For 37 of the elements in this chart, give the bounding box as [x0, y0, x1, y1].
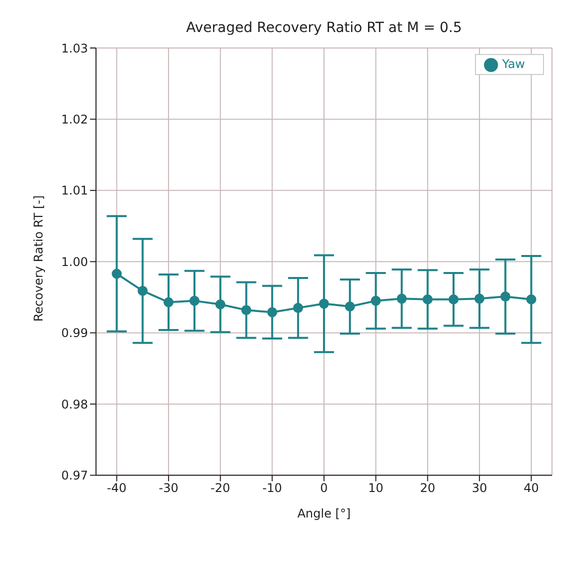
point — [500, 292, 510, 302]
point — [370, 296, 381, 306]
x-tick-label: -10 — [262, 480, 282, 495]
legend-label: Yaw — [502, 57, 525, 71]
x-tick-label: 10 — [368, 480, 384, 495]
point — [138, 286, 148, 296]
x-tick-label: 30 — [472, 480, 488, 495]
y-tick-label: 1.03 — [61, 41, 88, 56]
x-tick-label: -30 — [158, 480, 178, 495]
point — [422, 294, 433, 304]
y-tick-label: 0.98 — [61, 397, 88, 412]
x-axis-title: Angle [°] — [297, 506, 351, 520]
point — [319, 298, 329, 309]
y-tick-label: 1.01 — [61, 184, 88, 198]
point — [189, 296, 200, 306]
point — [164, 297, 174, 308]
y-tick-label: 0.99 — [61, 326, 88, 340]
point — [215, 299, 226, 310]
point — [267, 307, 278, 318]
x-tick-label: 40 — [524, 480, 539, 495]
point — [293, 302, 304, 313]
y-tick-label: 1.02 — [61, 112, 88, 126]
point — [448, 294, 459, 304]
point — [474, 294, 484, 304]
point — [344, 302, 355, 312]
point — [241, 305, 252, 316]
x-tick-label: 0 — [320, 480, 328, 495]
point — [396, 294, 407, 304]
y-axis-title: Recovery Ratio RT [-] — [31, 195, 46, 322]
x-tick-label: 20 — [420, 480, 436, 495]
point — [526, 294, 536, 304]
x-tick-label: -40 — [106, 480, 127, 495]
y-tick-label: 1.00 — [61, 254, 88, 269]
chart-title: Averaged Recovery Ratio RT at M = 0.5 — [185, 20, 463, 36]
y-tick-label: 0.97 — [61, 468, 88, 483]
x-tick-label: -20 — [210, 480, 230, 495]
point — [112, 268, 122, 279]
